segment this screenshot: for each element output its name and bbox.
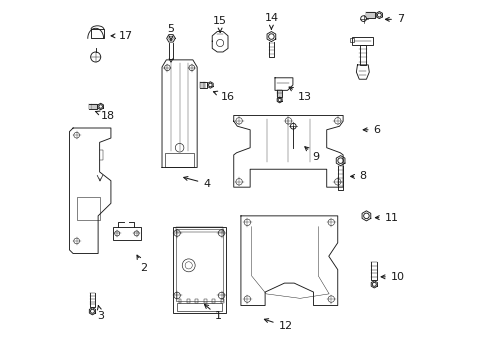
Bar xyxy=(352,37,372,45)
Text: 6: 6 xyxy=(363,125,380,135)
Bar xyxy=(186,299,189,303)
Bar xyxy=(195,299,198,303)
Text: 7: 7 xyxy=(385,14,403,24)
Text: 8: 8 xyxy=(350,171,366,181)
Text: 14: 14 xyxy=(264,13,278,29)
Bar xyxy=(113,226,141,240)
Text: 11: 11 xyxy=(375,213,398,222)
Text: 3: 3 xyxy=(97,306,104,321)
Text: 16: 16 xyxy=(213,91,234,102)
Bar xyxy=(212,299,215,303)
Text: 2: 2 xyxy=(137,255,147,273)
Bar xyxy=(172,226,225,313)
Text: 9: 9 xyxy=(304,147,319,162)
Text: 1: 1 xyxy=(204,305,222,321)
Text: 12: 12 xyxy=(264,319,292,331)
Bar xyxy=(178,299,181,303)
Bar xyxy=(221,299,223,303)
Bar xyxy=(177,303,221,311)
Bar xyxy=(164,153,194,167)
Text: 13: 13 xyxy=(288,87,311,102)
Bar xyxy=(175,229,223,301)
Text: 4: 4 xyxy=(183,176,210,189)
Text: 15: 15 xyxy=(213,17,226,32)
Bar xyxy=(175,226,223,232)
Text: 10: 10 xyxy=(380,272,404,282)
Bar xyxy=(77,197,100,220)
Bar xyxy=(359,45,365,65)
Bar xyxy=(203,299,206,303)
Text: 5: 5 xyxy=(167,24,174,40)
Bar xyxy=(349,38,353,42)
Text: 17: 17 xyxy=(111,31,133,41)
Text: 18: 18 xyxy=(95,111,115,121)
